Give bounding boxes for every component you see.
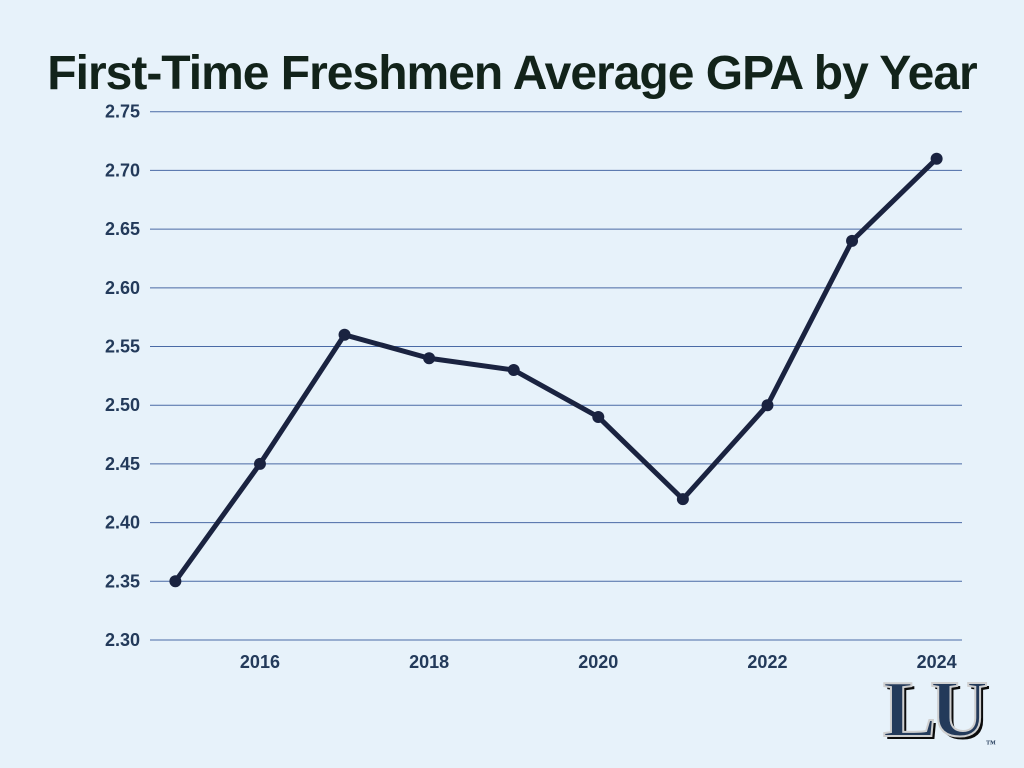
- page-root: First-Time Freshmen Average GPA by Year …: [0, 0, 1024, 768]
- svg-text:2016: 2016: [240, 652, 280, 672]
- university-logo: LU™: [883, 670, 996, 750]
- svg-text:2.45: 2.45: [105, 454, 140, 474]
- svg-text:2.60: 2.60: [105, 278, 140, 298]
- svg-text:2.50: 2.50: [105, 395, 140, 415]
- svg-text:2.40: 2.40: [105, 513, 140, 533]
- svg-text:2.75: 2.75: [105, 102, 140, 122]
- svg-text:2.70: 2.70: [105, 160, 140, 180]
- logo-text: LU: [883, 666, 982, 754]
- trademark-icon: ™: [986, 739, 996, 750]
- svg-text:2022: 2022: [747, 652, 787, 672]
- svg-text:2020: 2020: [578, 652, 618, 672]
- svg-text:2.65: 2.65: [105, 219, 140, 239]
- svg-text:2.30: 2.30: [105, 630, 140, 650]
- svg-text:2.35: 2.35: [105, 571, 140, 591]
- svg-text:2018: 2018: [409, 652, 449, 672]
- gpa-line-chart: 2.30 2.35 2.40 2.45 2.50 2.55 2.60 2.65 2.70 2.75…: [80, 90, 972, 680]
- svg-text:2.55: 2.55: [105, 337, 140, 357]
